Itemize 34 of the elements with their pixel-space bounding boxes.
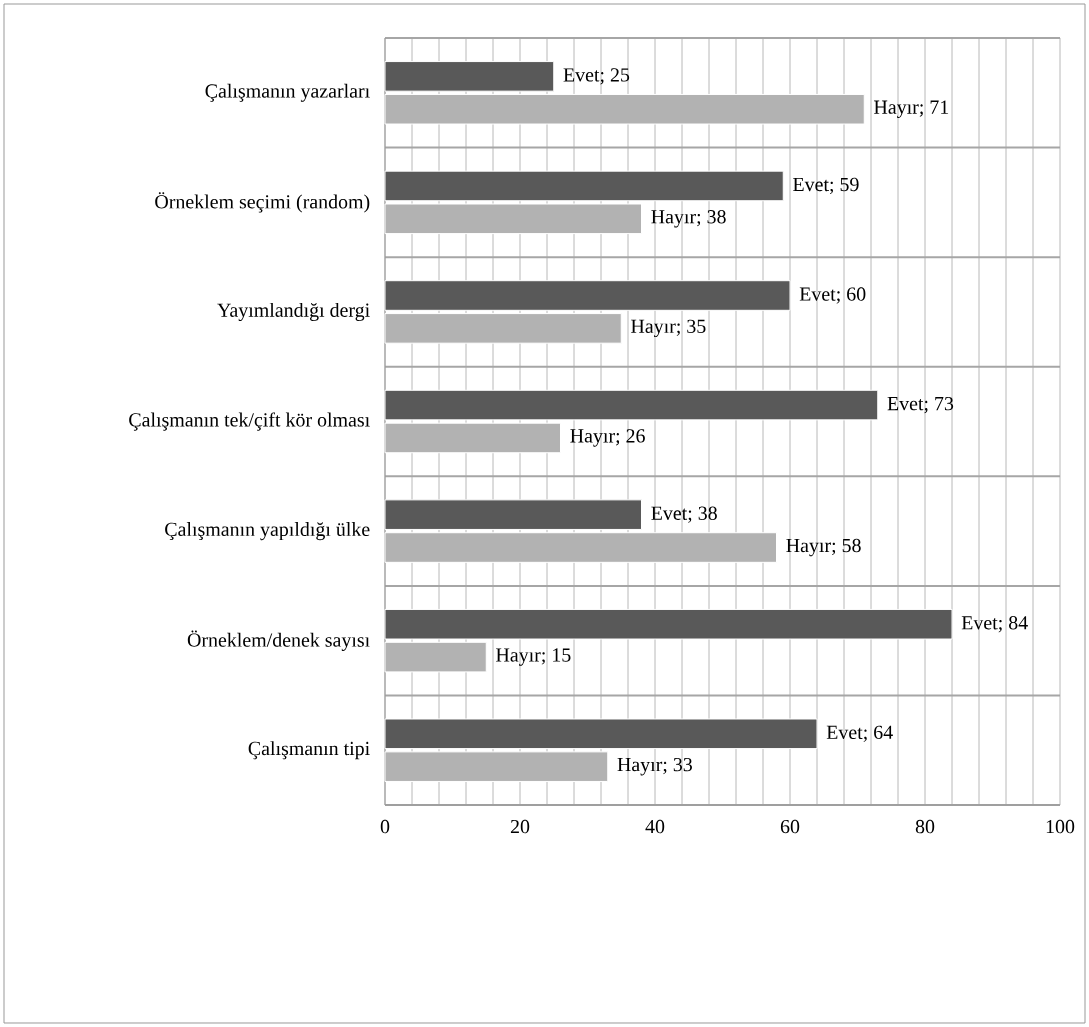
x-tick-label: 20 — [510, 819, 530, 834]
x-tick-label: 80 — [915, 819, 935, 834]
bar — [384, 61, 555, 92]
y-tick-label: Çalışmanın tek/çift kör olması — [129, 412, 370, 431]
bar — [384, 170, 784, 202]
data-label: Evet; 38 — [651, 506, 717, 523]
y-tick-label: Çalışmanın tipi — [248, 741, 370, 760]
x-tick-label: 60 — [780, 819, 800, 834]
data-label: Evet; 73 — [887, 396, 954, 414]
bar — [384, 499, 643, 530]
y-tick-label: Örneklem/denek sayısı — [187, 630, 370, 651]
data-label: Hayır; 26 — [570, 429, 645, 447]
x-tick-label: 0 — [380, 819, 390, 834]
data-label: Hayır; 71 — [874, 100, 949, 118]
data-label: Hayır; 15 — [496, 648, 571, 666]
data-label: Evet; 64 — [826, 725, 893, 742]
data-label: Evet; 59 — [793, 177, 859, 195]
data-label: Hayır; 38 — [651, 210, 726, 228]
data-label: Evet; 84 — [961, 616, 1028, 633]
data-label: Hayır; 58 — [786, 538, 861, 557]
y-tick-label: Çalışmanın yapıldığı ülke — [165, 522, 370, 541]
bar — [384, 608, 953, 640]
bar — [384, 280, 791, 311]
x-tick-label: 40 — [645, 819, 665, 834]
data-label: Hayır; 35 — [631, 319, 706, 338]
data-label: Evet; 60 — [799, 287, 866, 304]
data-label: Evet; 25 — [563, 68, 630, 85]
y-tick-label: Çalışmanın yazarları — [205, 83, 370, 102]
data-label: Hayır; 33 — [617, 757, 692, 776]
bar — [384, 389, 879, 421]
bar — [384, 718, 818, 750]
y-tick-label: Örneklem seçimi (random) — [155, 192, 370, 213]
x-tick-label: 100 — [1046, 819, 1075, 834]
y-tick-label: Yayımlandığı dergi — [217, 302, 370, 321]
